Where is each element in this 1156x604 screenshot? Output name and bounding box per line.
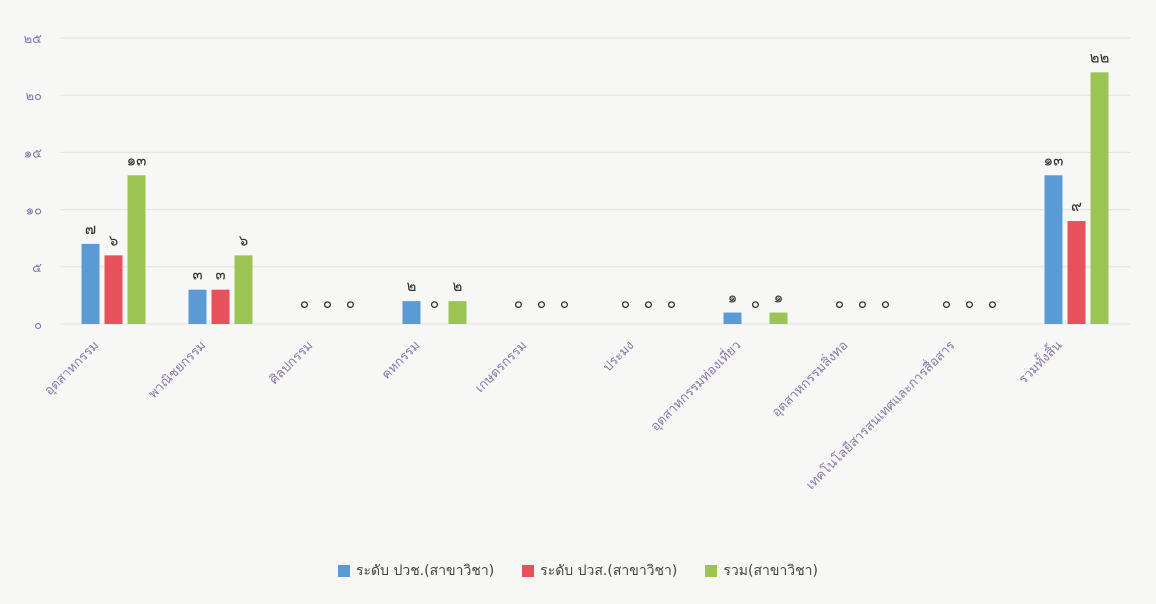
data-label: ๐ <box>537 294 546 312</box>
bar <box>723 312 742 324</box>
x-tick-label: พาณิชยกรรม <box>146 338 209 401</box>
data-label: ๖ <box>239 231 249 249</box>
x-tick-label: อุตสาหกรรม <box>42 338 102 398</box>
data-label: ๐ <box>965 294 974 312</box>
x-tick-label: คหกรรม <box>379 338 423 382</box>
y-tick-label: ๑๕ <box>24 146 42 161</box>
data-label: ๐ <box>346 294 355 312</box>
legend-item: รวม(สาขาวิชา) <box>705 560 818 582</box>
data-label: ๐ <box>621 294 630 312</box>
bar <box>1044 175 1063 324</box>
bar <box>234 255 253 324</box>
bar <box>81 243 100 324</box>
bar <box>127 175 146 324</box>
data-label: ๐ <box>835 294 844 312</box>
legend-swatch <box>705 565 718 577</box>
data-label: ๖ <box>109 231 119 249</box>
legend: ระดับ ปวช.(สาขาวิชา) ระดับ ปวส.(สาขาวิชา)… <box>0 560 1156 582</box>
y-tick-label: ๑๐ <box>26 204 42 219</box>
chart-canvas: ๐๕๑๐๑๕๒๐๒๕๗๖๑๓อุตสาหกรรม๓ ๓๖พาณิชยกรรม๐๐๐… <box>24 32 1130 493</box>
legend-swatch <box>522 565 535 577</box>
data-label: ๐ <box>988 294 997 312</box>
data-label: ๑๓ <box>127 151 147 169</box>
data-label: ๐ <box>858 294 867 312</box>
legend-label: รวม(สาขาวิชา) <box>723 563 818 579</box>
data-label: ๐ <box>560 294 569 312</box>
data-label: ๐ <box>430 294 439 312</box>
data-label: ๙ <box>1071 197 1082 215</box>
data-label: ๐ <box>942 294 951 312</box>
data-label: ๑๓ <box>1044 151 1064 169</box>
y-tick-label: ๕ <box>32 261 42 276</box>
data-label: ๒๒ <box>1090 48 1110 66</box>
bar <box>188 289 207 324</box>
x-tick-label: รวมทั้งสิ้น <box>1014 336 1065 387</box>
bar <box>1090 72 1109 324</box>
legend-label: ระดับ ปวส.(สาขาวิชา) <box>540 563 678 579</box>
data-label: ๐ <box>881 294 890 312</box>
x-tick-label: ศิลปกรรม <box>267 338 316 387</box>
y-tick-label: ๐ <box>34 318 42 333</box>
data-label: ๑ <box>728 289 738 307</box>
bar <box>1067 221 1086 324</box>
data-label: ๗ <box>85 220 96 238</box>
data-label: ๐ <box>300 294 309 312</box>
data-label: ๐ <box>667 294 676 312</box>
data-label: ๓ <box>192 266 202 284</box>
legend-swatch <box>338 565 351 577</box>
bar <box>104 255 123 324</box>
data-label: ๑ <box>774 289 784 307</box>
data-label: ๐ <box>323 294 332 312</box>
legend-item: ระดับ ปวส.(สาขาวิชา) <box>522 560 677 582</box>
bar <box>769 312 788 324</box>
data-label: ๓ <box>215 266 225 284</box>
bar <box>402 301 421 324</box>
legend-item: ระดับ ปวช.(สาขาวิชา) <box>338 560 494 582</box>
legend-label: ระดับ ปวช.(สาขาวิชา) <box>356 563 495 579</box>
data-label: ๐ <box>644 294 653 312</box>
y-tick-label: ๒๐ <box>25 89 42 104</box>
bar <box>448 301 467 324</box>
x-tick-label: เกษตรกรรม <box>473 338 531 396</box>
y-tick-label: ๒๕ <box>24 32 43 47</box>
x-tick-label: อุตสาหกรรมท่องเที่ยว <box>647 337 745 435</box>
data-label: ๒ <box>453 277 463 295</box>
x-tick-label: ประมง <box>600 338 637 375</box>
bar <box>211 289 230 324</box>
data-label: ๐ <box>751 294 760 312</box>
data-label: ๒ <box>407 277 417 295</box>
data-label: ๐ <box>514 294 523 312</box>
x-tick-label: อุตสาหกรรมสิ่งทอ <box>768 337 852 421</box>
